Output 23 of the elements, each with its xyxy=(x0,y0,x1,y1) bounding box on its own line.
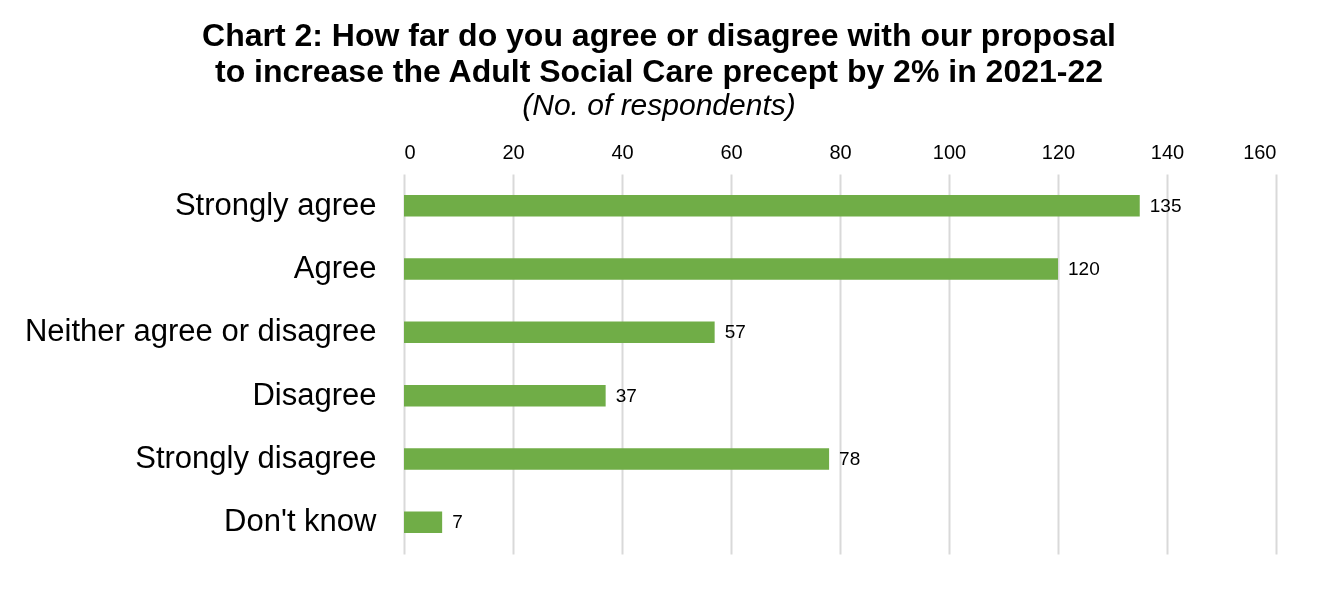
y-tick-label: Strongly agree xyxy=(174,186,377,222)
x-tick-label: 120 xyxy=(1041,140,1076,163)
chart-subtitle: (No. of respondents) xyxy=(522,88,796,121)
x-tick-label: 60 xyxy=(720,140,743,163)
x-tick-label: 20 xyxy=(502,140,525,163)
x-tick-label: 80 xyxy=(829,140,852,163)
y-tick-label: Disagree xyxy=(252,376,377,412)
y-tick-label: Agree xyxy=(293,250,377,285)
chart-title: Chart 2: How far do you agree or disagree with our proposal to increase the Adult Social Care precept by 2% in 2021-22 xyxy=(202,17,1116,89)
data-label: 37 xyxy=(615,384,637,406)
x-tick-label: 140 xyxy=(1150,140,1185,163)
data-label: 57 xyxy=(724,321,746,343)
x-tick-label: 100 xyxy=(932,140,967,163)
y-tick-label: Strongly disagree xyxy=(135,440,377,475)
data-label: 120 xyxy=(1068,258,1100,279)
y-tick-label: Don't know xyxy=(224,503,378,539)
x-tick-label: 0 xyxy=(404,140,416,163)
x-tick-label: 40 xyxy=(611,140,634,163)
y-tick-label: Neither agree or disagree xyxy=(24,313,377,349)
data-label: 78 xyxy=(839,448,861,469)
data-label: 7 xyxy=(452,511,463,533)
x-tick-label: 160 xyxy=(1243,140,1277,163)
data-label: 135 xyxy=(1149,194,1182,216)
